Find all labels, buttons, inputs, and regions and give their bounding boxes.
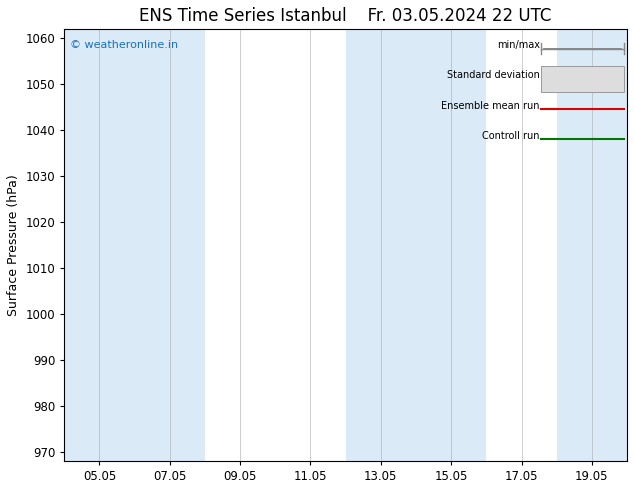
Bar — [557, 29, 634, 461]
Text: Controll run: Controll run — [482, 131, 540, 141]
Text: min/max: min/max — [497, 40, 540, 50]
Title: ENS Time Series Istanbul    Fr. 03.05.2024 22 UTC: ENS Time Series Istanbul Fr. 03.05.2024 … — [139, 7, 552, 25]
Text: Standard deviation: Standard deviation — [447, 70, 540, 80]
Bar — [346, 29, 486, 461]
Bar — [64, 29, 205, 461]
Bar — [541, 66, 624, 92]
Y-axis label: Surface Pressure (hPa): Surface Pressure (hPa) — [7, 174, 20, 316]
Text: Ensemble mean run: Ensemble mean run — [441, 100, 540, 111]
Text: © weatheronline.in: © weatheronline.in — [70, 40, 178, 50]
